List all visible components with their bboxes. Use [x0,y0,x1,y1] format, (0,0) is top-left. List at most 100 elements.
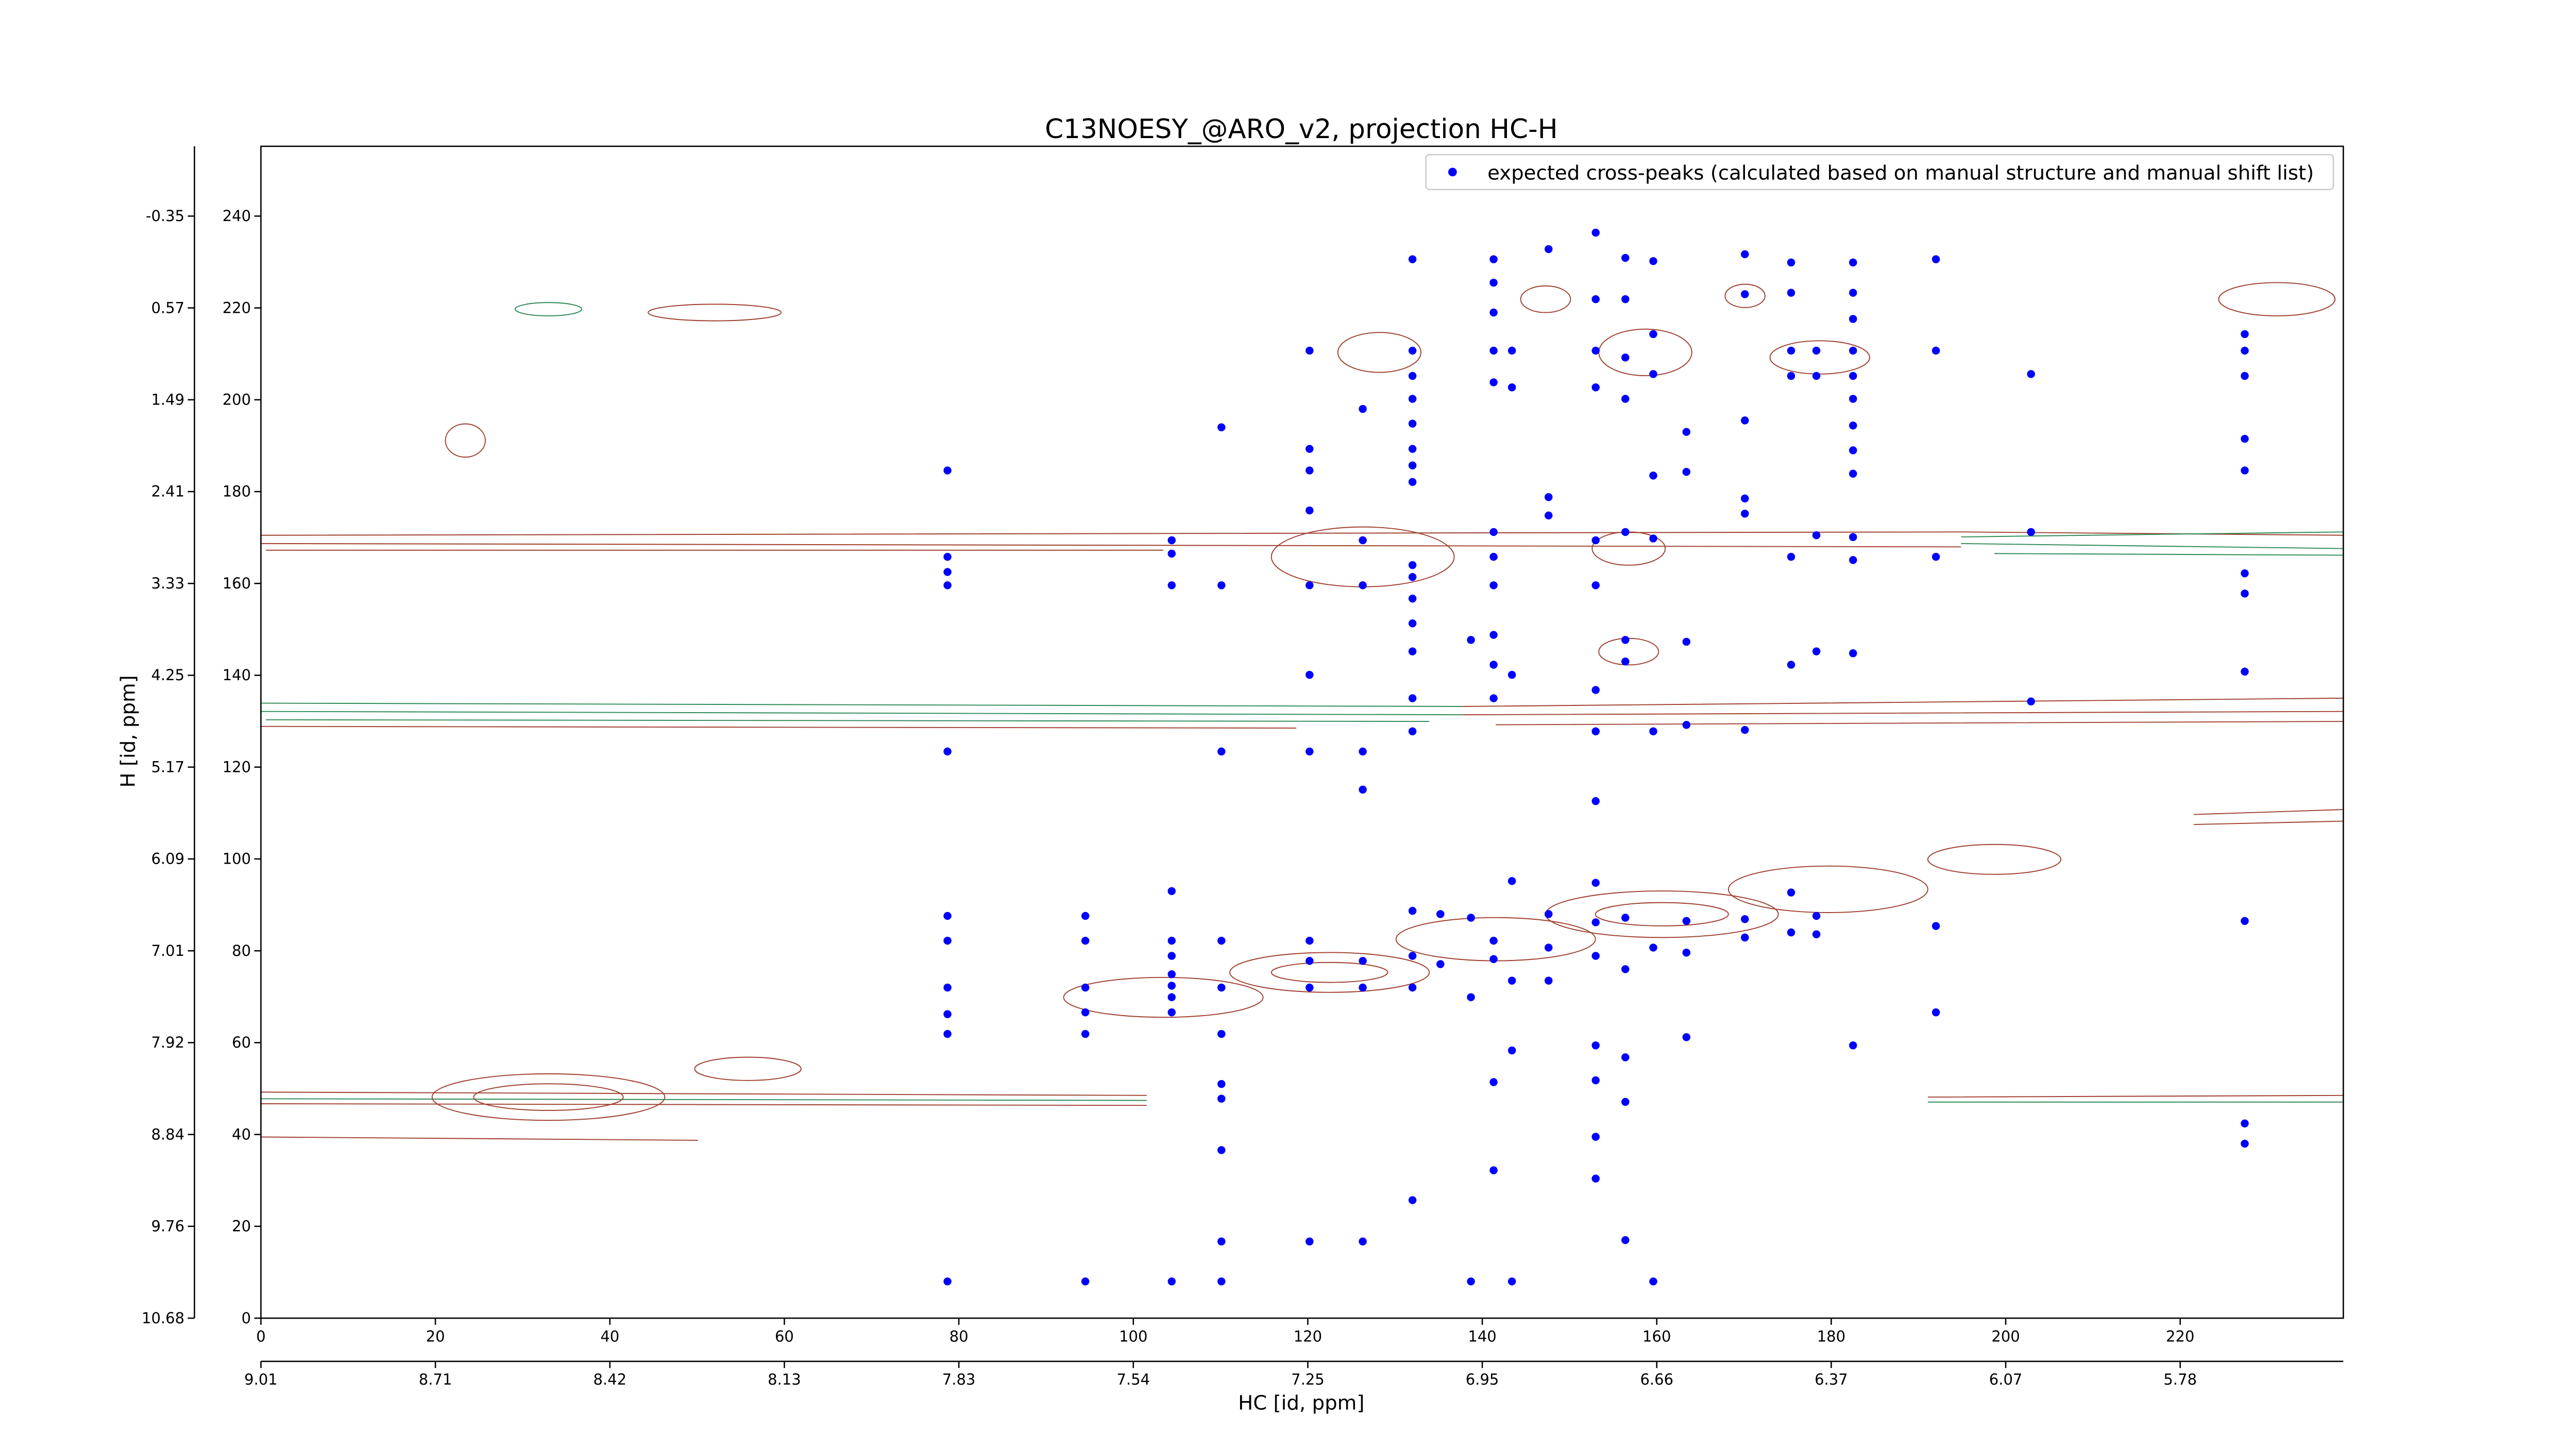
cross-peak [1682,720,1691,729]
cross-peak [2027,370,2035,378]
cross-peak [1408,561,1417,569]
y-axis-label: H [id, ppm] [116,675,140,787]
cross-peak [1787,661,1795,669]
ppm-x-tick-label: 5.78 [2163,1371,2197,1388]
cross-peak [2027,697,2035,706]
cross-peak [1591,1076,1600,1085]
cross-peak [1306,936,1314,945]
cross-peak [1741,726,1749,734]
cross-peak [1931,346,1940,355]
y-tick-label: 100 [223,850,251,868]
cross-peak [1489,528,1498,536]
y-tick-label: 220 [223,299,251,316]
cross-peak [1849,258,1857,267]
cross-peak [1408,395,1417,403]
cross-peak [1741,494,1749,503]
cross-peak [1408,573,1417,581]
cross-peak [2241,346,2249,355]
legend-box [1425,154,2334,191]
cross-peak [1591,1133,1600,1141]
cross-peak [943,466,952,475]
cross-peak [1408,419,1417,428]
cross-peak [1408,619,1417,628]
cross-peak [2241,1119,2249,1127]
cross-peak [1621,395,1630,403]
cross-peak [1217,1237,1226,1246]
cross-peak [1545,245,1553,254]
cross-peak [1849,556,1857,564]
x-tick-label: 180 [1817,1327,1845,1345]
cross-peak [1621,636,1630,644]
cross-peak [1489,255,1498,263]
cross-peak [1621,914,1630,922]
cross-peak [1621,528,1630,536]
cross-peak [1649,257,1657,265]
cross-peak [1812,531,1821,540]
cross-peak [943,1030,952,1038]
cross-peak [1489,955,1498,963]
cross-peak [1217,423,1226,432]
cross-peak [943,912,952,920]
cross-peak [1306,747,1314,756]
cross-peak [1436,910,1445,918]
cross-peak [1682,637,1691,646]
cross-peak [1931,1008,1940,1017]
cross-peak [1787,552,1795,561]
cross-peak [2241,589,2249,598]
cross-peak [1167,970,1176,979]
contour [2218,282,2336,316]
cross-peak [1812,372,1821,380]
ppm-x-tick-label: 7.25 [1291,1371,1325,1388]
contour-band [1961,531,2344,556]
cross-peak [1489,1078,1498,1086]
cross-peak [1408,255,1417,263]
cross-peak [943,983,952,992]
y-tick-label: 200 [223,391,251,408]
cross-peak [1849,469,1857,478]
cross-peak [1217,936,1226,945]
cross-peak [1217,1080,1226,1088]
cross-peak [1167,581,1176,589]
cross-peak [1649,943,1657,952]
cross-peak [1591,228,1600,237]
cross-peak [1408,694,1417,702]
x-tick-label: 40 [600,1327,619,1345]
cross-peak [943,936,952,945]
cross-peak [1591,918,1600,926]
axes [194,145,2344,1362]
cross-peak [1849,289,1857,297]
cross-peak [1591,581,1600,589]
x-axis-label: HC [id, ppm] [1238,1392,1364,1415]
y-tick-label: 40 [232,1125,251,1143]
cross-peak [1812,346,1821,355]
cross-peak [1167,887,1176,896]
cross-peak [1649,1277,1657,1286]
plot-frame [260,145,2344,1319]
y-tick-label: 120 [223,758,251,776]
cross-peak [1507,877,1516,885]
ppm-x-tick-label: 7.54 [1116,1371,1150,1388]
x-tick-label: 200 [1991,1327,2020,1345]
cross-peak [1621,353,1630,362]
cross-peak [1507,383,1516,392]
cross-peak [2241,466,2249,475]
cross-peak [1306,346,1314,355]
cross-peak [1649,727,1657,735]
cross-peak [1591,1174,1600,1183]
cross-peak [1359,536,1367,545]
cross-peak [1306,983,1314,992]
cross-peak [1682,428,1691,436]
x-tick-label: 100 [1119,1327,1147,1345]
cross-peak [1741,915,1749,923]
y-tick-label: 240 [223,207,251,225]
x-tick-label: 220 [2166,1327,2194,1345]
cross-peak [1591,346,1600,355]
cross-peak [1489,308,1498,317]
cross-peak [1741,250,1749,259]
x-tick-label: 160 [1642,1327,1671,1345]
ppm-y-tick-label: 7.01 [151,942,184,959]
contour-band [261,1098,2344,1103]
contour-band [261,531,2344,551]
cross-peak [1408,983,1417,992]
cross-peak [1306,506,1314,515]
